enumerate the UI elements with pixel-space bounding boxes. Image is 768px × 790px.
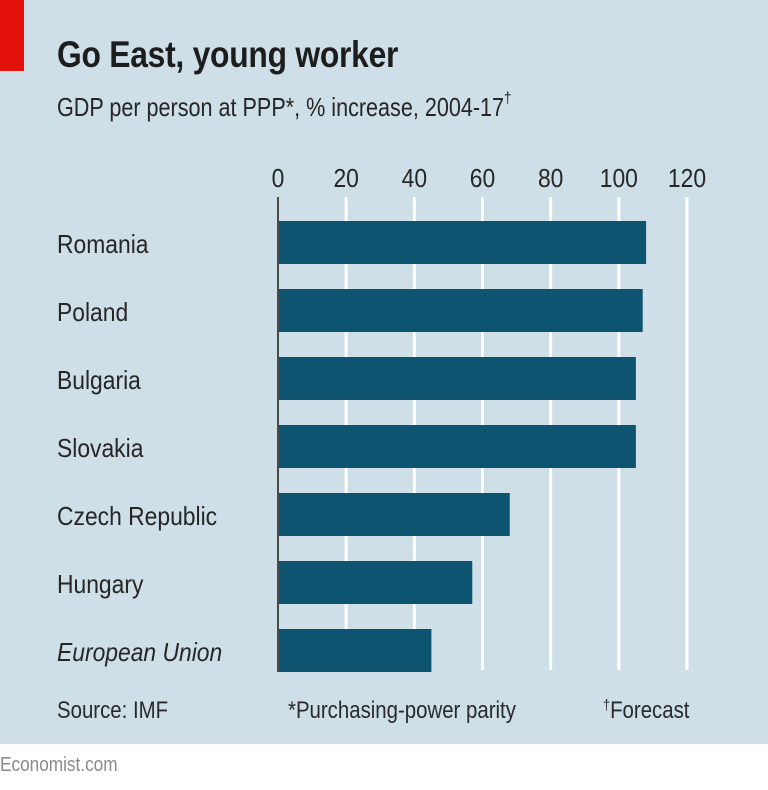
bar xyxy=(278,561,473,604)
category-label: Czech Republic xyxy=(57,503,217,532)
bar-chart: 0 20 40 60 80 100 120 Romania Poland Bulgaria Slo… xyxy=(57,165,706,672)
category-label: Hungary xyxy=(57,571,144,600)
category-label: European Union xyxy=(57,639,222,668)
bar xyxy=(278,425,636,468)
x-tick-label: 20 xyxy=(333,165,358,194)
bar xyxy=(278,289,643,332)
chart-subtitle: GDP per person at PPP*, % increase, 2004… xyxy=(57,90,512,123)
bar xyxy=(278,221,647,264)
bar xyxy=(278,493,510,536)
forecast-footnote: †Forecast xyxy=(603,697,689,725)
category-label: Poland xyxy=(57,299,128,328)
bars xyxy=(278,221,647,672)
subtitle-text: GDP per person at PPP*, % increase, 2004… xyxy=(57,92,505,122)
x-tick-label: 80 xyxy=(538,165,563,194)
brand-label: Economist.com xyxy=(0,754,118,776)
x-tick-label: 40 xyxy=(402,165,427,194)
forecast-dagger: † xyxy=(603,697,611,714)
chart-title: Go East, young worker xyxy=(57,34,399,75)
red-accent-bar xyxy=(0,0,24,71)
bar xyxy=(278,357,636,400)
x-tick-label: 100 xyxy=(600,165,638,194)
forecast-text: Forecast xyxy=(610,697,690,724)
x-tick-label: 120 xyxy=(668,165,706,194)
category-label: Romania xyxy=(57,231,149,260)
x-tick-label: 60 xyxy=(470,165,495,194)
source-note: Source: IMF xyxy=(57,697,169,724)
x-axis-ticks: 0 20 40 60 80 100 120 xyxy=(272,165,706,194)
category-labels: Romania Poland Bulgaria Slovakia Czech Repub… xyxy=(57,231,222,668)
category-label: Slovakia xyxy=(57,435,144,464)
subtitle-dagger: † xyxy=(504,90,512,107)
x-tick-label: 0 xyxy=(272,165,285,194)
bar xyxy=(278,629,432,672)
ppp-footnote: *Purchasing-power parity xyxy=(288,697,516,724)
category-label: Bulgaria xyxy=(57,367,141,396)
